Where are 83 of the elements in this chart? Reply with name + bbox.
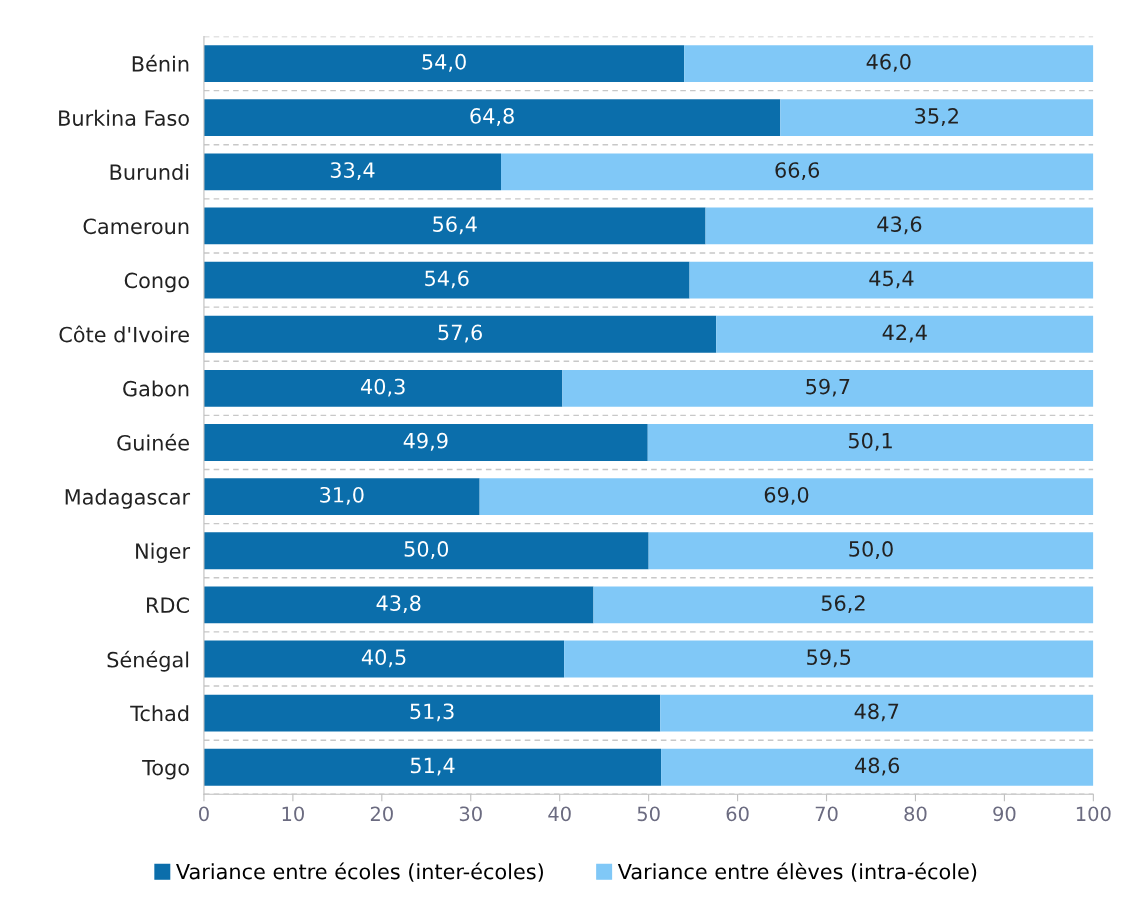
bar	[705, 207, 1094, 245]
data-label: 57,6	[438, 324, 482, 343]
data-label: 40,3	[360, 378, 405, 397]
bar	[203, 586, 594, 624]
bar	[661, 748, 1094, 786]
data-label: 54,0	[422, 53, 466, 72]
bar	[647, 424, 1094, 461]
data-label: 50,1	[848, 432, 892, 451]
x-tick-label: 10	[282, 806, 304, 822]
y-tick-label: Guinée	[117, 433, 189, 451]
y-tick-label: Togo	[142, 759, 189, 780]
data-label: 43,8	[376, 595, 421, 614]
y-tick-label: Congo	[124, 272, 189, 293]
data-label: 56,2	[821, 595, 865, 614]
data-label: 42,4	[882, 324, 927, 343]
y-tick-label: Côte d'Ivoire	[59, 325, 189, 343]
data-label: 40,5	[361, 649, 406, 668]
bar	[203, 261, 690, 299]
bar	[203, 694, 661, 732]
data-label: 33,4	[330, 162, 375, 181]
x-tick-label: 20	[370, 806, 393, 822]
bar	[562, 369, 1094, 407]
y-tick-label: Madagascar	[65, 488, 191, 509]
data-label: 45,4	[869, 270, 914, 289]
y-tick-label: Burundi	[110, 163, 189, 181]
y-tick-label: Burkina Faso	[59, 109, 189, 126]
bar	[203, 424, 648, 461]
bar	[203, 748, 662, 786]
bar	[660, 694, 1094, 732]
data-label: 50,0	[404, 541, 449, 559]
x-tick-label: 80	[904, 806, 927, 822]
bar	[203, 45, 685, 82]
data-label: 48,6	[855, 757, 900, 776]
bar	[203, 369, 563, 407]
bar	[203, 315, 717, 353]
data-label: 54,6	[425, 270, 469, 289]
y-tick-label: Niger	[136, 542, 191, 563]
bar	[648, 532, 1094, 570]
data-label: 69,0	[764, 486, 809, 505]
data-label: 46,0	[866, 53, 911, 72]
bar	[203, 99, 781, 137]
x-tick-label: 70	[815, 806, 838, 822]
y-tick-label: Gabon	[123, 380, 189, 397]
bar	[203, 153, 501, 191]
bar	[203, 207, 706, 245]
data-label: 59,7	[806, 378, 850, 397]
x-tick-label: 90	[993, 806, 1016, 822]
x-tick-label: 30	[459, 806, 482, 822]
y-tick-label: Tchad	[130, 705, 189, 722]
data-label: 51,3	[410, 703, 454, 722]
bar	[593, 586, 1094, 624]
data-label: 49,9	[403, 432, 448, 451]
bar	[564, 640, 1094, 678]
x-tick-label: 50	[637, 806, 660, 822]
bar	[780, 99, 1094, 137]
bar	[203, 478, 480, 516]
legend-label: Variance entre élèves (intra-école)	[617, 862, 977, 882]
y-tick-label: Cameroun	[83, 218, 189, 235]
bar	[689, 261, 1094, 299]
x-tick-label: 0	[199, 806, 209, 822]
bar	[479, 478, 1094, 516]
data-label: 59,5	[807, 649, 851, 668]
x-tick-label: 60	[726, 806, 749, 822]
data-label: 50,0	[849, 541, 893, 559]
y-tick-label: Bénin	[132, 54, 189, 72]
data-label: 43,6	[877, 216, 922, 235]
data-label: 64,8	[470, 108, 514, 126]
x-tick-label: 40	[548, 806, 571, 822]
y-tick-label: Sénégal	[107, 650, 189, 672]
bar	[203, 532, 649, 570]
data-label: 66,6	[775, 162, 820, 181]
bar	[501, 153, 1094, 191]
legend-label: Variance entre écoles (inter-écoles)	[176, 862, 543, 882]
data-label: 56,4	[433, 216, 477, 235]
bar	[716, 315, 1094, 353]
data-label: 31,0	[320, 486, 364, 505]
data-label: 48,7	[854, 703, 899, 722]
x-tick-label: 100	[1076, 806, 1111, 822]
data-label: 35,2	[915, 108, 958, 126]
bar	[684, 45, 1094, 82]
bar	[203, 640, 565, 678]
y-tick-label: RDC	[147, 597, 189, 614]
data-label: 51,4	[410, 757, 455, 776]
